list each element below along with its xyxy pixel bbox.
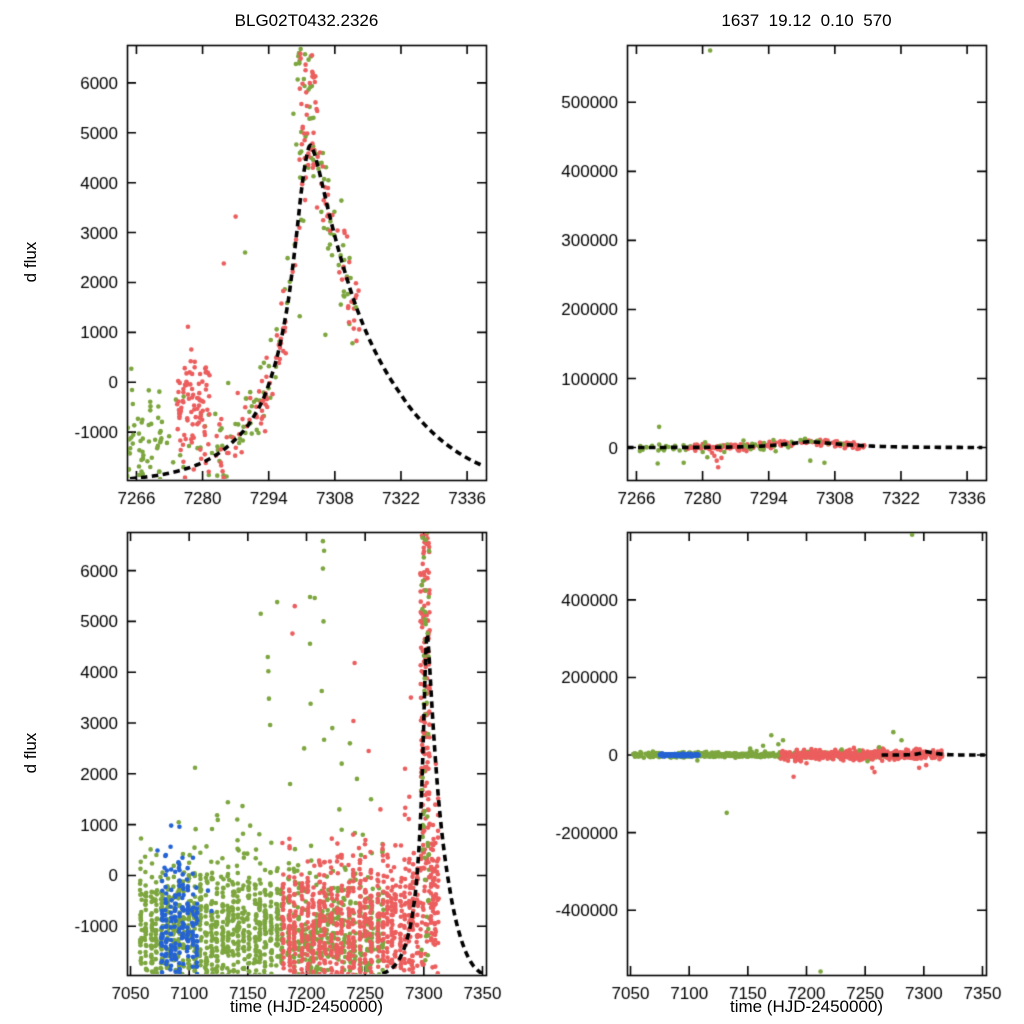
fit-parameters-title: 1637 19.12 0.10 570 — [721, 11, 892, 30]
x-axis-label-left: time (HJD-2450000) — [229, 997, 384, 1016]
panel-bottom-right-full-season-raw — [627, 532, 986, 975]
y-axis-label-bottom: d flux — [21, 732, 40, 774]
x-axis-label-right: time (HJD-2450000) — [729, 997, 884, 1016]
y-axis-label-top: d flux — [21, 241, 40, 283]
panel-top-left-flux-curve — [127, 45, 486, 480]
event-id-title: BLG02T0432.2326 — [234, 11, 379, 30]
panel-bottom-left-full-season — [127, 532, 486, 975]
panel-top-right-raw-flux — [627, 45, 986, 480]
